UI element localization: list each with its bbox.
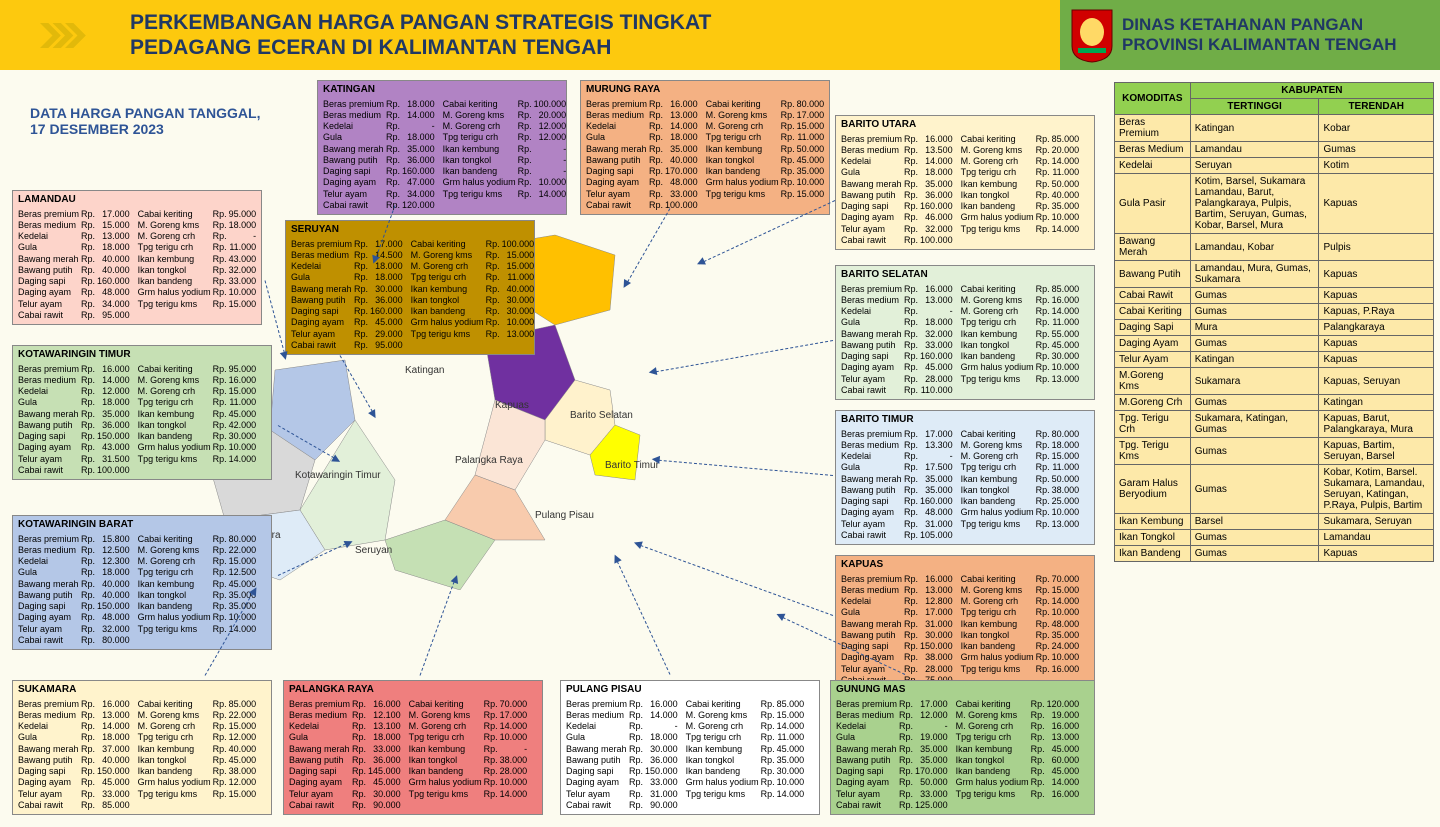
region-name: BARITO UTARA xyxy=(841,119,1089,132)
region-name: PULANG PISAU xyxy=(566,684,814,697)
region-name: SERUYAN xyxy=(291,224,529,237)
table-row: Ikan TongkolGumasLamandau xyxy=(1115,530,1434,546)
page-title: PERKEMBANGAN HARGA PANGAN STRATEGIS TING… xyxy=(130,10,711,60)
header-left: PERKEMBANGAN HARGA PANGAN STRATEGIS TING… xyxy=(0,0,1060,70)
department-name: DINAS KETAHANAN PANGAN PROVINSI KALIMANT… xyxy=(1122,15,1397,56)
region-card: BARITO UTARABeras premiumRp.16.000Cabai … xyxy=(835,115,1095,250)
table-row: M.Goreng KmsSukamaraKapuas, Seruyan xyxy=(1115,368,1434,395)
region-card: BARITO TIMURBeras premiumRp.17.000Cabai … xyxy=(835,410,1095,545)
region-card: KOTAWARINGIN BARATBeras premiumRp.15.800… xyxy=(12,515,272,650)
table-row: Bawang PutihLamandau, Mura, Gumas, Sukam… xyxy=(1115,261,1434,288)
table-row: Daging SapiMuraPalangkaraya xyxy=(1115,320,1434,336)
map-label: Seruyan xyxy=(355,545,392,556)
table-row: Cabai RawitGumasKapuas xyxy=(1115,288,1434,304)
table-row: Cabai KeritingGumasKapuas, P.Raya xyxy=(1115,304,1434,320)
region-name: LAMANDAU xyxy=(18,194,256,207)
map-label: Kotawaringin Timur xyxy=(295,470,381,481)
page-header: PERKEMBANGAN HARGA PANGAN STRATEGIS TING… xyxy=(0,0,1440,70)
region-card: KAPUASBeras premiumRp.16.000Cabai keriti… xyxy=(835,555,1095,690)
table-row: Tpg. Terigu CrhSukamara, Katingan, Gumas… xyxy=(1115,411,1434,438)
table-row: KedelaiSeruyanKotim xyxy=(1115,158,1434,174)
date-label: DATA HARGA PANGAN TANGGAL, 17 DESEMBER 2… xyxy=(30,105,260,137)
map-label: Pulang Pisau xyxy=(535,510,594,521)
region-name: KATINGAN xyxy=(323,84,561,97)
region-name: BARITO SELATAN xyxy=(841,269,1089,282)
region-name: KAPUAS xyxy=(841,559,1089,572)
region-name: MURUNG RAYA xyxy=(586,84,824,97)
callout-arrow xyxy=(635,543,833,616)
callout-arrow xyxy=(420,577,457,676)
table-row: Telur AyamKatinganKapuas xyxy=(1115,352,1434,368)
callout-arrow xyxy=(654,459,833,476)
table-row: Garam Halus BeryodiumGumasKobar, Kotim, … xyxy=(1115,465,1434,514)
map-label: Palangka Raya xyxy=(455,455,523,466)
region-card: GUNUNG MASBeras premiumRp.17.000Cabai ke… xyxy=(830,680,1095,815)
region-card: PALANGKA RAYABeras premiumRp.16.000Cabai… xyxy=(283,680,543,815)
region-card: MURUNG RAYABeras premiumRp.16.000Cabai k… xyxy=(580,80,830,215)
region-card: KATINGANBeras premiumRp.18.000Cabai keri… xyxy=(317,80,567,215)
col-komoditas: KOMODITAS xyxy=(1115,83,1191,115)
callout-arrow xyxy=(651,340,833,373)
table-row: Beras PremiumKatinganKobar xyxy=(1115,115,1434,142)
header-right: DINAS KETAHANAN PANGAN PROVINSI KALIMANT… xyxy=(1060,0,1440,70)
map-label: Barito Selatan xyxy=(570,410,633,421)
map-label: Katingan xyxy=(405,365,444,376)
table-row: Daging AyamGumasKapuas xyxy=(1115,336,1434,352)
region-name: GUNUNG MAS xyxy=(836,684,1089,697)
table-row: M.Goreng CrhGumasKatingan xyxy=(1115,395,1434,411)
col-kabupaten: KABUPATEN xyxy=(1190,83,1433,99)
region-name: PALANGKA RAYA xyxy=(289,684,537,697)
region-card: SUKAMARABeras premiumRp.16.000Cabai keri… xyxy=(12,680,272,815)
summary-table: KOMODITAS KABUPATEN TERTINGGI TERENDAH B… xyxy=(1114,82,1434,562)
table-row: Ikan BandengGumasKapuas xyxy=(1115,546,1434,562)
chevron-icon xyxy=(40,23,90,48)
region-card: KOTAWARINGIN TIMURBeras premiumRp.16.000… xyxy=(12,345,272,480)
col-terendah: TERENDAH xyxy=(1319,99,1434,115)
region-name: BARITO TIMUR xyxy=(841,414,1089,427)
table-row: Bawang MerahLamandau, KobarPulpis xyxy=(1115,234,1434,261)
region-name: KOTAWARINGIN BARAT xyxy=(18,519,266,532)
map-label: Kapuas xyxy=(495,400,529,411)
table-row: Ikan KembungBarselSukamara, Seruyan xyxy=(1115,514,1434,530)
table-row: Beras MediumLamandauGumas xyxy=(1115,142,1434,158)
region-card: LAMANDAUBeras premiumRp.17.000Cabai keri… xyxy=(12,190,262,325)
table-row: Gula PasirKotim, Barsel, Sukamara Lamand… xyxy=(1115,174,1434,234)
region-card: BARITO SELATANBeras premiumRp.16.000Caba… xyxy=(835,265,1095,400)
region-name: SUKAMARA xyxy=(18,684,266,697)
region-card: PULANG PISAUBeras premiumRp.16.000Cabai … xyxy=(560,680,820,815)
region-card: SERUYANBeras premiumRp.17.000Cabai kerit… xyxy=(285,220,535,355)
table-row: Tpg. Terigu KmsGumasKapuas, Bartim, Seru… xyxy=(1115,438,1434,465)
region-name: KOTAWARINGIN TIMUR xyxy=(18,349,266,362)
province-logo-icon xyxy=(1070,6,1114,64)
col-tertinggi: TERTINGGI xyxy=(1190,99,1319,115)
